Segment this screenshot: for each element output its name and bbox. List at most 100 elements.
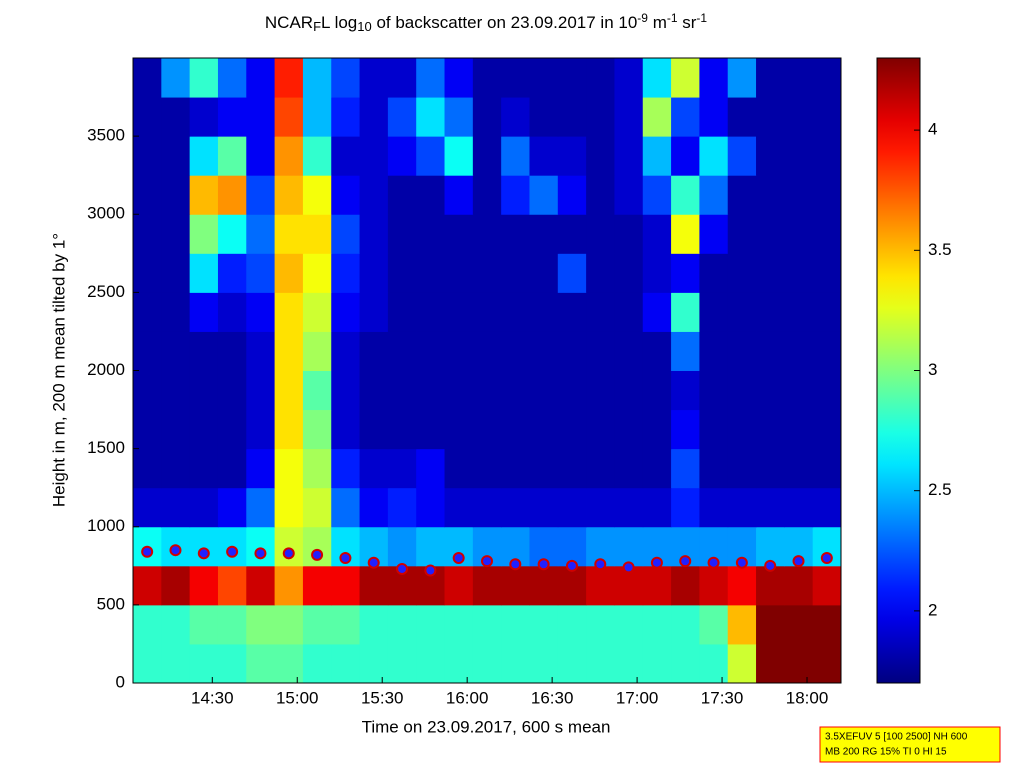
heatmap-cell [133,370,162,411]
heatmap-cell [557,58,587,98]
heatmap-cell [444,253,474,293]
heatmap-cell [586,448,615,489]
heatmap-cell [387,331,417,371]
heatmap-cell [557,448,587,489]
heatmap-cell [699,292,729,332]
heatmap-cell [642,331,672,371]
heatmap-cell [246,643,276,684]
title-part: of backscatter on 23.09.2017 in 10 [372,13,638,32]
heatmap-cell [444,292,474,332]
heatmap-cell [586,370,615,411]
heatmap-cell [444,604,474,645]
heatmap-cell [161,253,191,293]
heatmap-cell [699,175,729,215]
heatmap-cell [416,370,446,411]
heatmap-cell [812,58,842,98]
heatmap-cell [161,292,191,332]
heatmap-cell [472,604,502,645]
heatmap-cell [642,643,672,684]
heatmap-cell [387,253,417,293]
heatmap-cell [302,448,332,489]
layer-height-marker [820,552,833,564]
heatmap-cell [642,58,672,98]
heatmap-cell [557,565,587,606]
heatmap-cell [161,175,191,215]
heatmap-cell [161,97,191,137]
heatmap-cell [642,448,672,489]
heatmap-cell [756,214,785,254]
heatmap-cell [331,409,361,450]
heatmap-cell [161,604,191,645]
heatmap-cell [501,565,530,606]
heatmap-cell [784,448,814,489]
heatmap-cell [472,253,502,293]
heatmap-cell [189,370,219,411]
heatmap-cell [614,58,644,98]
heatmap-cell [614,175,644,215]
heatmap-cell [756,448,785,489]
heatmap-cell [671,487,700,528]
layer-height-marker [452,552,465,564]
heatmap-cell [472,448,502,489]
heatmap-cell [784,253,814,293]
heatmap-cell [387,175,417,215]
heatmap-cell [529,136,559,176]
heatmap-cell [189,448,219,489]
heatmap-cell [331,58,361,98]
heatmap-cell [501,97,530,137]
heatmap-cell [642,487,672,528]
annotation-line: 3.5XEFUV 5 [100 2500] NH 600 [825,732,968,743]
heatmap-cell [133,643,162,684]
heatmap-cell [784,643,814,684]
heatmap-cell [133,58,162,98]
heatmap-cell [642,253,672,293]
heatmap-cell [671,253,700,293]
layer-height-marker [169,544,182,557]
title-part: sr [678,13,697,32]
heatmap-cell [614,331,644,371]
heatmap-cell [642,292,672,332]
heatmap-cell [274,448,304,489]
title-part: -1 [696,11,707,25]
heatmap-cell [302,331,332,371]
layer-height-marker [226,545,239,558]
heatmap-cell [727,409,757,450]
heatmap-cell [586,487,615,528]
heatmap-cell [642,97,672,137]
heatmap-cell [387,136,417,176]
heatmap-cell [727,370,757,411]
y-tick-label: 1000 [87,516,125,535]
heatmap-cell [501,370,530,411]
layer-height-marker [735,556,748,569]
heatmap-cell [586,136,615,176]
heatmap-cell [529,58,559,98]
heatmap-cell [699,97,729,137]
heatmap-cell [416,136,446,176]
y-tick-label: 3000 [87,204,125,223]
heatmap-cell [557,214,587,254]
x-tick-label: 16:00 [446,688,489,707]
heatmap-cell [359,409,389,450]
heatmap-cell [557,136,587,176]
heatmap-cell [274,487,304,528]
heatmap-cell [812,253,842,293]
colorbar-tick-label: 3 [928,360,937,379]
heatmap-cell [359,370,389,411]
heatmap-cell [529,370,559,411]
heatmap-cell [189,253,219,293]
heatmap-cell [699,448,729,489]
heatmap-cell [614,253,644,293]
heatmap-cell [161,370,191,411]
colorbar [876,57,921,684]
heatmap-cell [614,448,644,489]
heatmap-cell [642,175,672,215]
heatmap-cell [133,292,162,332]
heatmap-cell [671,58,700,98]
y-tick-label: 2500 [87,282,125,301]
heatmap-cell [784,487,814,528]
heatmap-cell [784,214,814,254]
title-part: NCAR [265,13,313,32]
heatmap-cell [756,565,785,606]
heatmap-cell [472,565,502,606]
heatmap-cell [302,214,332,254]
